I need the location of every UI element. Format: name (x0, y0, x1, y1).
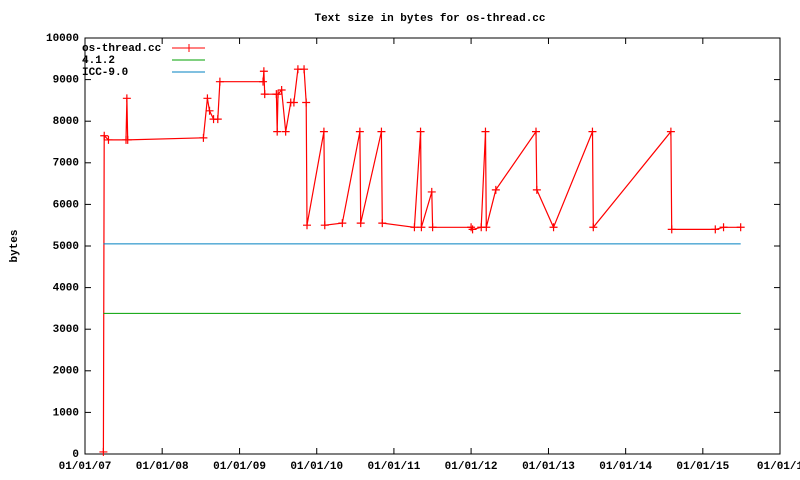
y-tick-label: 2000 (53, 366, 79, 378)
legend-label: ICC-9.0 (82, 67, 128, 79)
point-marker (468, 225, 477, 234)
point-marker (589, 223, 598, 232)
x-tick-label: 01/01/12 (445, 461, 498, 473)
y-tick-label: 7000 (53, 158, 79, 170)
point-marker (378, 219, 387, 228)
point-marker (338, 219, 347, 228)
y-tick-label: 10000 (46, 33, 79, 45)
point-marker (711, 225, 720, 234)
y-tick-label: 6000 (53, 199, 79, 211)
x-tick-label: 01/01/11 (368, 461, 421, 473)
plot-border (84, 37, 781, 455)
point-marker (259, 67, 268, 76)
point-marker (482, 223, 491, 232)
point-marker (302, 98, 311, 107)
point-marker (719, 223, 728, 232)
x-tick-label: 01/01/07 (59, 461, 112, 473)
y-tick-label: 5000 (53, 241, 79, 253)
x-tick-label: 01/01/13 (522, 461, 575, 473)
point-marker (531, 127, 540, 136)
point-marker (281, 127, 290, 136)
point-marker (666, 127, 675, 136)
point-marker (289, 98, 298, 107)
y-tick-label: 1000 (53, 407, 79, 419)
point-marker (259, 77, 268, 86)
y-tick-label: 0 (72, 449, 79, 461)
point-marker (100, 131, 109, 140)
point-marker (215, 77, 224, 86)
legend-label: 4.1.2 (82, 55, 115, 67)
point-marker (667, 225, 676, 234)
x-tick-label: 01/01/15 (676, 461, 729, 473)
point-marker (736, 223, 745, 232)
point-marker (104, 135, 113, 144)
point-marker (549, 223, 558, 232)
point-marker (532, 185, 541, 194)
legend-label: os-thread.cc (82, 43, 161, 55)
legend-swatch (185, 44, 193, 52)
point-marker (273, 127, 282, 136)
point-marker (300, 65, 309, 74)
point-marker (122, 94, 131, 103)
point-marker (320, 221, 329, 230)
point-marker (260, 90, 269, 99)
point-marker (277, 86, 286, 94)
point-marker (410, 223, 419, 232)
point-marker (303, 221, 312, 230)
point-marker (203, 94, 212, 103)
point-marker (377, 127, 386, 136)
x-tick-label: 01/01/09 (213, 461, 266, 473)
y-tick-label: 4000 (53, 283, 79, 295)
y-tick-label: 8000 (53, 116, 79, 128)
point-marker (428, 223, 437, 232)
point-marker (355, 127, 364, 136)
point-marker (356, 219, 365, 228)
point-marker (588, 127, 597, 136)
series-line (102, 68, 741, 452)
x-tick-label: 01/01/10 (290, 461, 343, 473)
y-tick-label: 3000 (53, 324, 79, 336)
point-marker (427, 187, 436, 196)
x-tick-label: 01/01/14 (599, 461, 652, 473)
point-marker (99, 447, 108, 456)
point-marker (491, 185, 500, 194)
chart-title: Text size in bytes for os-thread.cc (314, 13, 545, 25)
point-marker (123, 135, 132, 144)
y-axis-label: bytes (9, 229, 21, 262)
point-marker (205, 106, 214, 115)
point-marker (213, 115, 222, 124)
x-tick-label: 01/01/08 (136, 461, 189, 473)
point-marker (274, 90, 283, 99)
point-marker (467, 223, 476, 232)
x-tick-label: 01/01/1 (757, 461, 800, 473)
y-tick-label: 9000 (53, 75, 79, 87)
point-marker (417, 223, 426, 232)
point-marker (319, 127, 328, 136)
point-marker (481, 127, 490, 136)
point-marker (416, 127, 425, 136)
point-marker (199, 133, 208, 142)
